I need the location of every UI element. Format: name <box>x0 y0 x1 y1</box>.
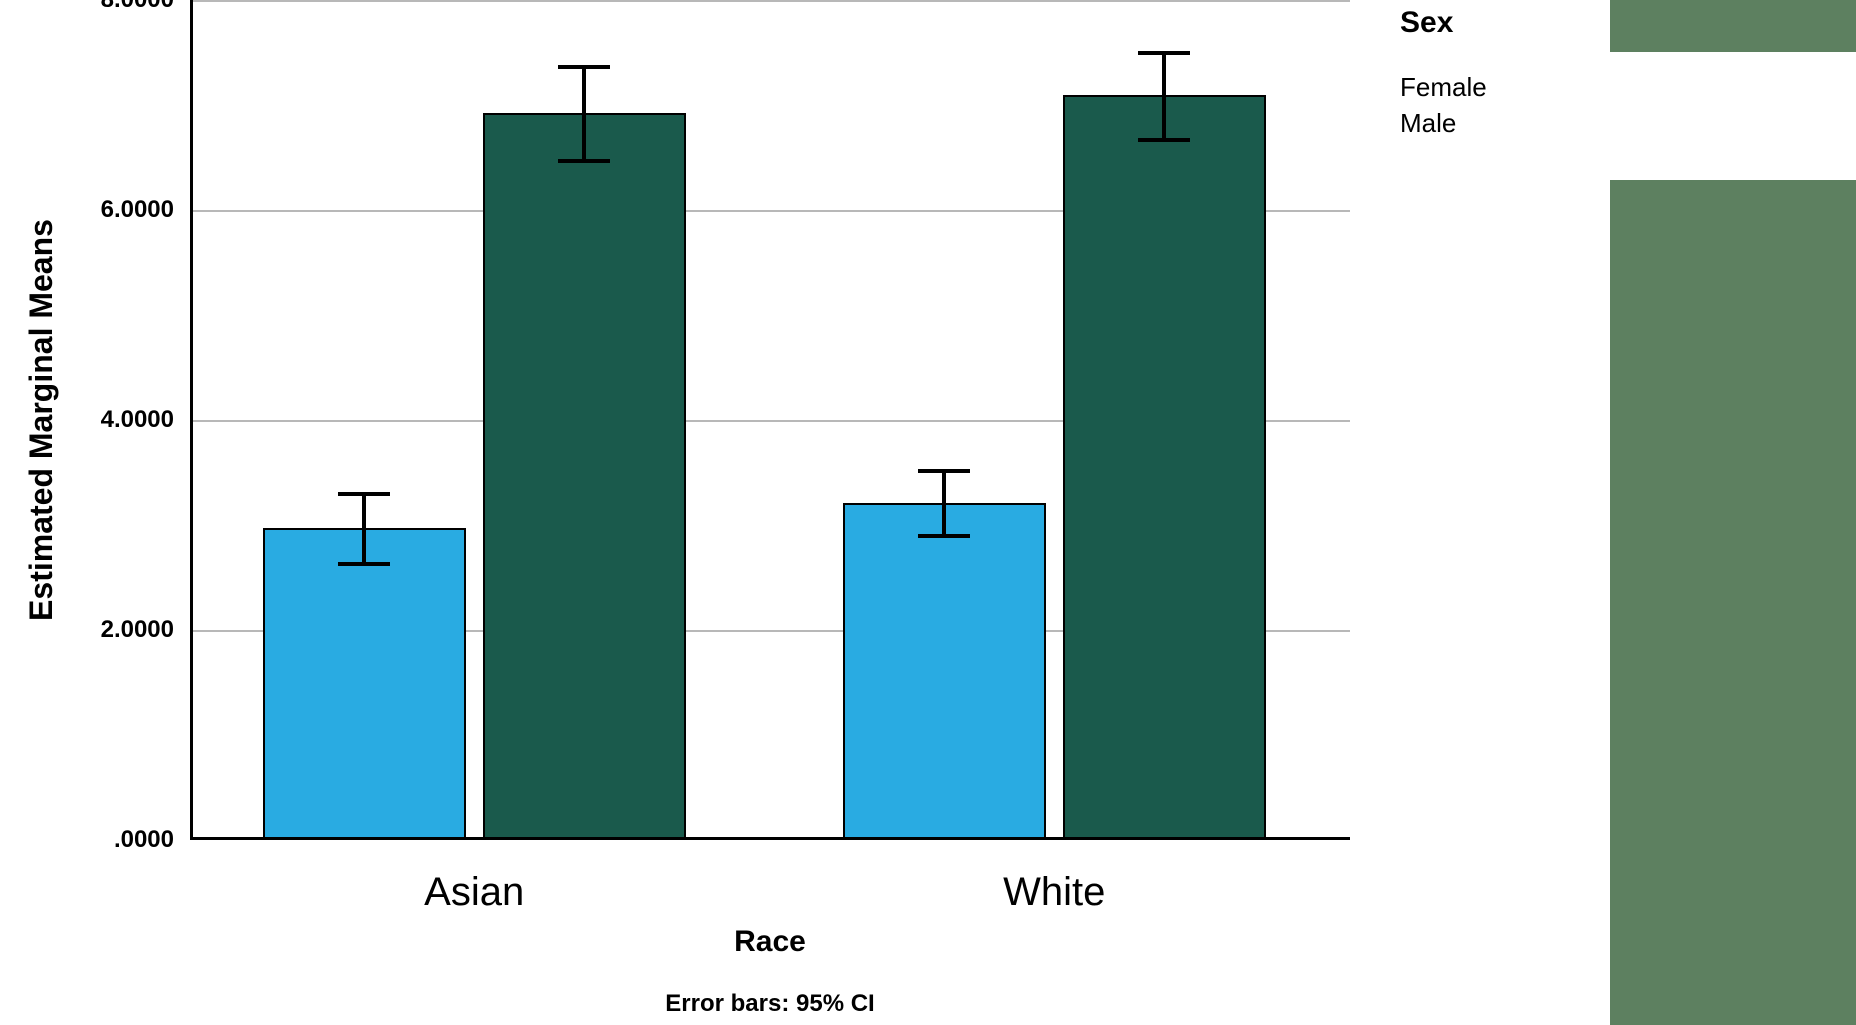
x-tick-label-white: White <box>1003 870 1105 915</box>
side-swatch-0 <box>1610 0 1856 52</box>
error-bar-stem <box>362 494 366 564</box>
error-bar-cap-top <box>558 65 610 69</box>
y-tick-label: 4.0000 <box>54 406 174 434</box>
error-bar-stem <box>942 471 946 535</box>
legend-item-female: Female <box>1400 72 1487 103</box>
x-tick-label-asian: Asian <box>424 870 524 915</box>
error-bar-cap-top <box>338 492 390 496</box>
side-swatch-1 <box>1610 180 1856 1025</box>
y-tick-label: 2.0000 <box>54 616 174 644</box>
legend-title: Sex <box>1400 6 1453 40</box>
plot-area <box>190 0 1350 840</box>
error-bar-cap-bottom <box>1138 138 1190 142</box>
bar-asian-female <box>263 528 466 840</box>
legend-item-male: Male <box>1400 108 1456 139</box>
y-axis-line <box>190 0 193 840</box>
error-bar-cap-top <box>918 469 970 473</box>
bar-white-male <box>1063 95 1266 841</box>
y-axis-title: Estimated Marginal Means <box>23 219 60 621</box>
error-bar-cap-bottom <box>918 534 970 538</box>
y-tick-label: 8.0000 <box>54 0 174 14</box>
error-bar-cap-top <box>1138 51 1190 55</box>
bar-asian-male <box>483 113 686 840</box>
bar-white-female <box>843 503 1046 840</box>
gridline <box>190 0 1350 2</box>
error-bar-stem <box>582 67 586 160</box>
y-tick-label: .0000 <box>54 826 174 854</box>
y-tick-label: 6.0000 <box>54 196 174 224</box>
error-bar-cap-bottom <box>558 159 610 163</box>
error-bar-stem <box>1162 53 1166 140</box>
error-bar-caption: Error bars: 95% CI <box>665 990 874 1018</box>
x-axis-title: Race <box>734 925 806 959</box>
x-axis-line <box>190 837 1350 840</box>
chart-stage: .0000 2.0000 4.0000 6.0000 8.0000 Asian White E… <box>0 0 1856 1025</box>
error-bar-cap-bottom <box>338 562 390 566</box>
